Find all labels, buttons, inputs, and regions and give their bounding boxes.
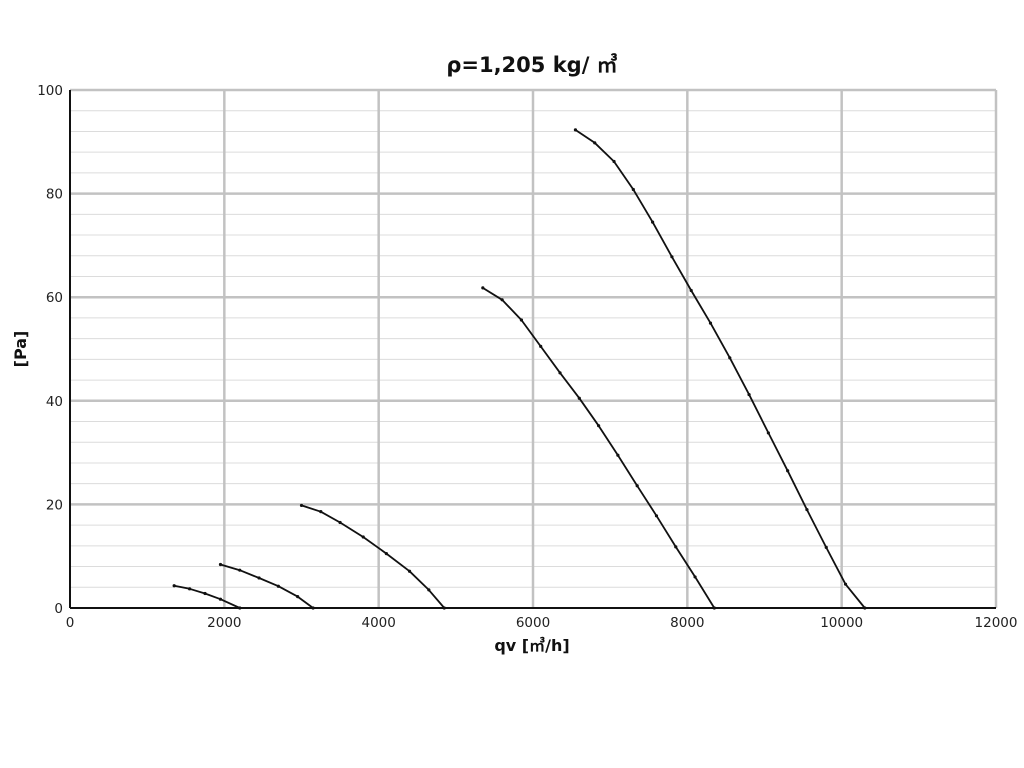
data-point [299, 503, 304, 508]
data-point [296, 595, 300, 599]
data-point [766, 431, 770, 435]
data-point [361, 535, 365, 539]
data-point [805, 507, 809, 512]
data-point [407, 569, 412, 573]
data-point [481, 286, 485, 290]
data-point [172, 584, 176, 588]
data-point [500, 298, 504, 302]
data-point [863, 606, 867, 610]
data-point [786, 469, 790, 473]
data-point [728, 356, 732, 360]
data-point [616, 453, 620, 457]
chart-title: ρ=1,205 kg/ ㎥ [446, 53, 617, 77]
data-point [238, 568, 242, 572]
y-tick-label: 20 [46, 497, 63, 513]
data-point [539, 344, 543, 349]
x-tick-label: 0 [66, 615, 75, 631]
data-point [674, 545, 678, 549]
x-tick-label: 12000 [975, 615, 1018, 631]
x-tick-label: 6000 [516, 615, 550, 631]
data-point [708, 321, 713, 325]
data-point [612, 159, 616, 164]
data-point [651, 220, 655, 224]
data-point [573, 128, 578, 132]
x-tick-label: 4000 [361, 615, 395, 631]
data-point [238, 606, 242, 610]
major-gridlines [70, 88, 998, 608]
x-tick-labels: 0 2000 4000 6000 8000 10000 12000 [66, 615, 1018, 631]
x-tick-label: 10000 [820, 615, 863, 631]
data-point [276, 584, 280, 588]
data-point [747, 392, 751, 397]
data-point [670, 255, 674, 259]
x-tick-label: 2000 [207, 615, 241, 631]
data-point [203, 591, 207, 596]
series-line-4 [482, 287, 716, 609]
data-point [427, 588, 431, 592]
data-point [635, 484, 639, 488]
data-point [384, 552, 388, 556]
data-point [593, 141, 597, 145]
data-point [631, 187, 635, 192]
data-point [188, 587, 192, 591]
data-point [519, 318, 524, 322]
data-point [311, 606, 315, 610]
series-line-3 [301, 504, 445, 609]
series-line-2 [220, 563, 314, 609]
series-line-1 [174, 584, 241, 609]
y-tick-labels: 0 20 40 60 80 100 [37, 83, 63, 617]
data-point [824, 545, 828, 549]
data-point [218, 597, 223, 601]
x-tick-label: 8000 [670, 615, 704, 631]
data-point [442, 606, 446, 610]
y-tick-label: 80 [46, 187, 63, 203]
data-point [257, 576, 261, 580]
data-point [577, 396, 581, 400]
data-point [558, 371, 562, 375]
data-point [319, 510, 323, 514]
data-point [654, 514, 659, 518]
series-curves [172, 128, 867, 610]
y-tick-label: 40 [46, 394, 63, 410]
x-axis-label: qv [㎥/h] [494, 636, 569, 655]
data-point [843, 582, 848, 586]
y-axis-label: [Pa] [11, 331, 30, 368]
y-tick-label: 100 [37, 83, 63, 99]
data-point [689, 288, 693, 293]
data-point [218, 562, 223, 567]
data-point [338, 520, 342, 525]
data-point [712, 606, 716, 610]
y-tick-label: 0 [54, 601, 63, 617]
data-point [693, 575, 697, 579]
axes [69, 90, 996, 609]
data-point [596, 424, 601, 428]
series-line-5 [574, 129, 866, 609]
y-tick-label: 60 [46, 290, 63, 306]
